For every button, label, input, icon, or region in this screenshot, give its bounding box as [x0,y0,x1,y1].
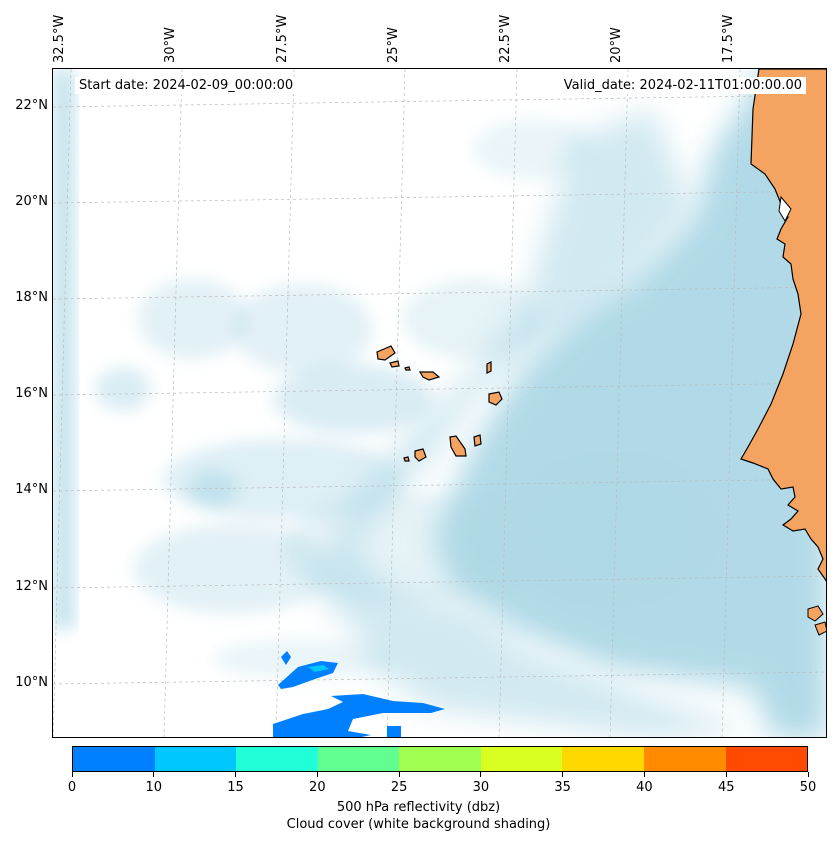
meridian-line [163,69,183,737]
colorbar-tick-label: 35 [554,780,571,795]
colorbar-tick-label: 40 [636,780,653,795]
colorbar-tick [725,772,727,777]
land-mainland-africa [740,69,826,582]
cloud-patch [233,284,373,374]
reflectivity-patch [387,726,401,737]
colorbar-tick [71,772,73,777]
colorbar-tick-label: 30 [472,780,490,795]
colorbar-label-cloud-cover: Cloud cover (white background shading) [286,817,551,832]
colorbar-tick-label: 25 [390,780,408,795]
latitude-label: 18°N [15,290,48,305]
latitude-label: 22°N [15,98,48,113]
land-coast-inlet [778,195,792,223]
island-santo-antao [376,345,396,361]
cloud-cover-shading [53,69,826,737]
cloud-patch [213,639,393,679]
colorbar-tick-label: 45 [717,780,735,795]
valid-date-label: Valid_date: 2024-02-11T01:00:00.00 [559,77,806,94]
colorbar-tick [480,772,482,777]
island-fogo [414,448,427,462]
map-canvas [53,69,826,737]
island-sal [486,361,492,374]
colorbar-segment [317,747,400,771]
longitude-label: 30°W [163,27,178,63]
cloud-patch [188,471,238,507]
latitude-label: 12°N [15,579,48,594]
colorbar-label-reflectivity: 500 hPa reflectivity (dbz) [336,800,501,815]
cloud-patch [138,279,248,359]
island-sao-nicolau [418,371,441,381]
colorbar-segment [643,747,726,771]
parallel-line [53,94,826,108]
longitude-label: 22.5°W [498,14,513,63]
latitude-label: 10°N [15,675,48,690]
colorbar-segment [154,747,237,771]
colorbar-tick-label: 15 [227,780,244,795]
island-sao-vicente [389,360,400,368]
colorbar-tick [235,772,237,777]
colorbar-segment [562,747,644,771]
start-date-label: Start date: 2024-02-09_00:00:00 [75,77,298,94]
meridian-line [386,69,406,737]
longitude-label: 20°W [609,27,624,63]
island-santiago [449,435,467,457]
meridian-line [275,69,295,737]
meridian-line [498,69,518,737]
colorbar-segment [480,747,563,771]
longitude-label: 17.5°W [721,14,736,63]
reflectivity-colorbar [72,746,808,772]
latitude-label: 14°N [15,482,48,497]
colorbar-segment [236,747,318,771]
land-bissagos [807,605,826,636]
longitude-label: 27.5°W [275,14,290,63]
cloud-patch [273,364,433,434]
island-boa-vista [488,391,503,406]
colorbar-tick-label: 20 [309,780,326,795]
cloud-mass-east [433,69,826,737]
map-gridlines [53,69,826,737]
cloud-patch [523,469,703,589]
cloud-strip-west [53,69,75,629]
cape-verde-islands [376,345,503,462]
colorbar-tick-label: 50 [799,780,817,795]
meridian-line [53,69,72,737]
colorbar-tick-label: 10 [145,780,163,795]
island-santa-luzia [404,366,411,371]
cloud-patch [133,524,333,614]
colorbar-tick [153,772,155,777]
cloud-patch [283,494,523,604]
colorbar-tick [398,772,400,777]
colorbar-tick [562,772,564,777]
meridian-line [721,69,741,737]
meridian-line [609,69,629,737]
island-brava [403,456,410,462]
island-maio [473,434,482,447]
colorbar-segment [725,747,808,771]
reflectivity-patch [281,651,291,665]
cloud-patch [95,367,151,411]
latitude-label: 16°N [15,386,48,401]
reflectivity-contours [273,651,445,737]
colorbar-tick-label: 0 [67,780,77,795]
latitude-label: 20°N [15,194,48,209]
reflectivity-patch-10-15 [308,665,329,672]
reflectivity-patch [273,694,445,737]
colorbar-segment [73,747,155,771]
cloud-patch [473,119,593,179]
colorbar-segment [399,747,481,771]
longitude-label: 32.5°W [52,14,67,63]
map-panel: Start date: 2024-02-09_00:00:00 Valid_da… [52,68,827,738]
cloud-patch [403,279,543,359]
colorbar-tick [316,772,318,777]
colorbar-tick [643,772,645,777]
colorbar-tick [807,772,809,777]
longitude-label: 25°W [386,27,401,63]
